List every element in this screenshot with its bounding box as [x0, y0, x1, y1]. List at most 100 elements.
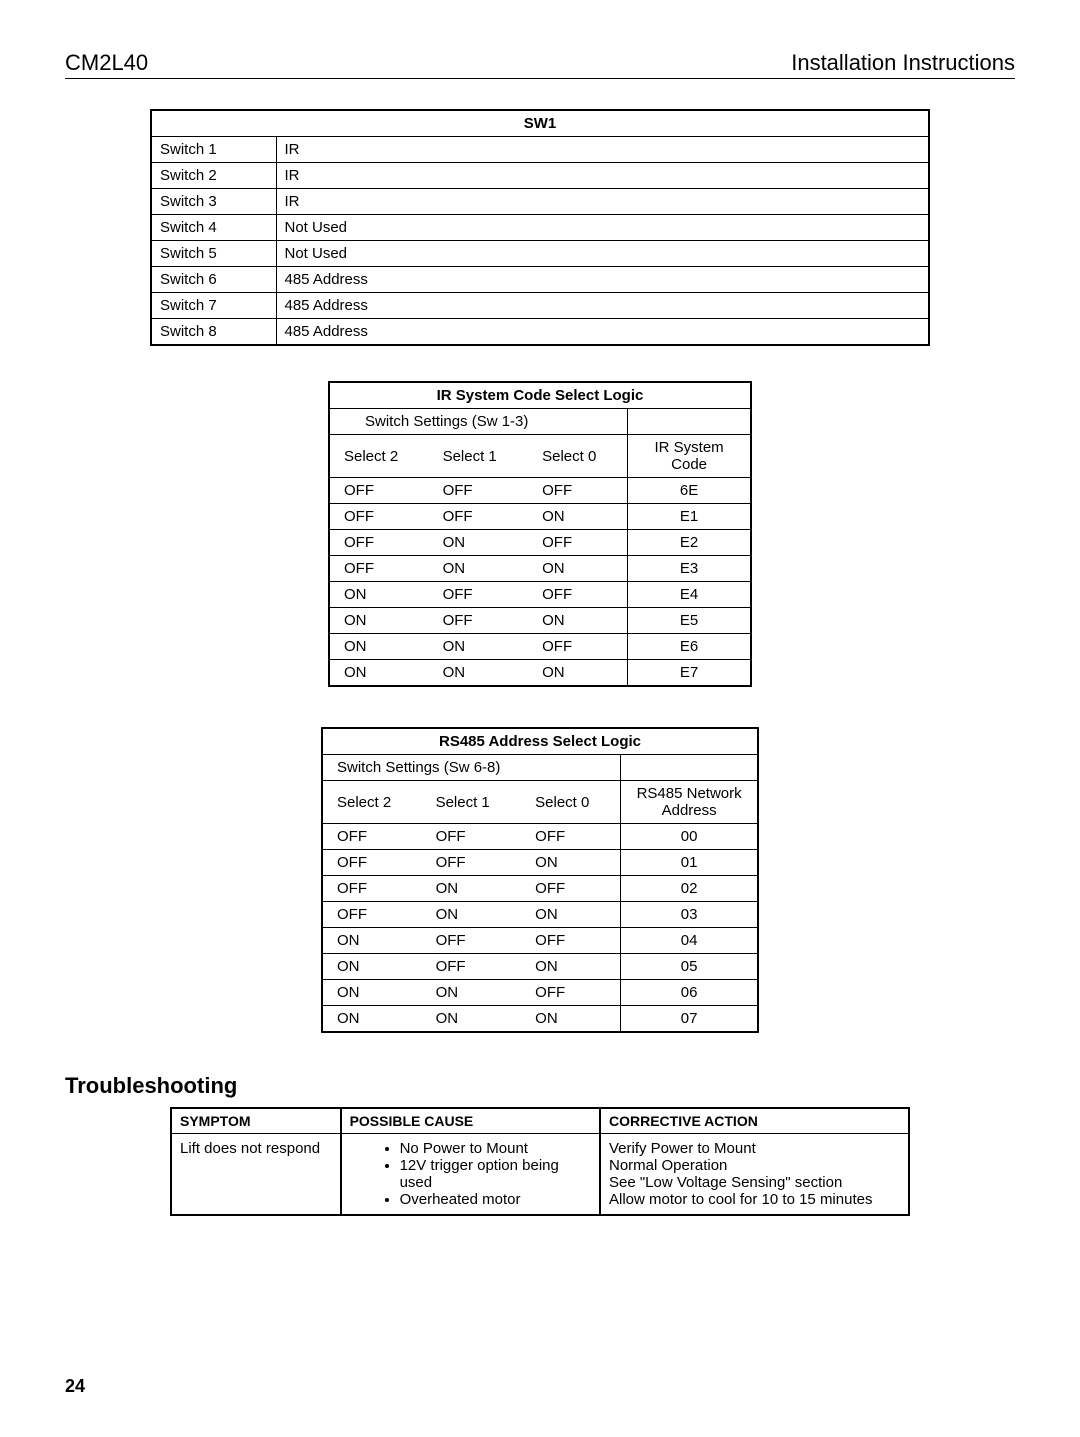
table-cell: ON	[528, 504, 628, 530]
table-cell: 02	[621, 876, 758, 902]
table-cell: Switch 6	[151, 267, 276, 293]
table-cell: OFF	[322, 824, 422, 850]
table-cell: E4	[628, 582, 751, 608]
table-cell: ON	[329, 660, 429, 687]
table-cell: OFF	[322, 850, 422, 876]
table-cell: IR	[276, 189, 929, 215]
table-cell: Switch 3	[151, 189, 276, 215]
table-cell: OFF	[329, 478, 429, 504]
rs-subheader: Switch Settings (Sw 6-8)	[322, 755, 621, 781]
table-cell: ON	[422, 902, 522, 928]
table-cell: E2	[628, 530, 751, 556]
table-cell: OFF	[521, 928, 621, 954]
table-cell: ON	[422, 980, 522, 1006]
page-header: CM2L40 Installation Instructions	[65, 50, 1015, 79]
rs-title: RS485 Address Select Logic	[322, 728, 758, 755]
table-cell: Switch 7	[151, 293, 276, 319]
table-cell: ON	[329, 634, 429, 660]
list-item: Overheated motor	[400, 1191, 591, 1208]
page-number: 24	[65, 1376, 1015, 1397]
list-item: No Power to Mount	[400, 1140, 591, 1157]
table-cell: ON	[521, 902, 621, 928]
table-cell: ON	[528, 660, 628, 687]
action-line: See "Low Voltage Sensing" section	[609, 1174, 900, 1191]
table-cell: OFF	[422, 954, 522, 980]
table-cell: IR	[276, 163, 929, 189]
troubleshooting-heading: Troubleshooting	[65, 1073, 1015, 1099]
table-cell: 485 Address	[276, 319, 929, 346]
table-cell: OFF	[429, 582, 529, 608]
header-doc-title: Installation Instructions	[791, 50, 1015, 76]
col-header: RS485 Network Address	[621, 781, 758, 824]
table-cell: OFF	[329, 556, 429, 582]
table-cell: ON	[322, 1006, 422, 1033]
table-cell: ON	[429, 660, 529, 687]
table-cell: 03	[621, 902, 758, 928]
ts-actions: Verify Power to Mount Normal Operation S…	[600, 1134, 909, 1216]
action-line: Verify Power to Mount	[609, 1140, 900, 1157]
action-line: Normal Operation	[609, 1157, 900, 1174]
table-cell: ON	[322, 954, 422, 980]
table-cell: Switch 1	[151, 137, 276, 163]
table-cell: OFF	[521, 980, 621, 1006]
table-cell: ON	[429, 556, 529, 582]
table-cell: ON	[329, 582, 429, 608]
table-cell: OFF	[521, 876, 621, 902]
table-cell: OFF	[329, 504, 429, 530]
table-cell: OFF	[429, 504, 529, 530]
table-cell: OFF	[322, 902, 422, 928]
ir-subheader: Switch Settings (Sw 1-3)	[329, 409, 628, 435]
ir-title: IR System Code Select Logic	[329, 382, 751, 409]
table-cell: OFF	[429, 608, 529, 634]
sw1-table: SW1 Switch 1IR Switch 2IR Switch 3IR Swi…	[150, 109, 930, 346]
ts-col-symptom: SYMPTOM	[171, 1108, 341, 1134]
ir-code-table: IR System Code Select Logic Switch Setti…	[328, 381, 752, 687]
table-cell: OFF	[322, 876, 422, 902]
table-cell: 00	[621, 824, 758, 850]
table-cell: OFF	[422, 928, 522, 954]
table-cell: Not Used	[276, 241, 929, 267]
table-cell: E7	[628, 660, 751, 687]
table-cell: OFF	[528, 582, 628, 608]
table-cell: IR	[276, 137, 929, 163]
table-cell: E3	[628, 556, 751, 582]
troubleshooting-table: SYMPTOM POSSIBLE CAUSE CORRECTIVE ACTION…	[170, 1107, 910, 1216]
table-cell: 05	[621, 954, 758, 980]
table-cell: 485 Address	[276, 293, 929, 319]
table-cell: ON	[521, 1006, 621, 1033]
col-header: Select 0	[521, 781, 621, 824]
table-cell: OFF	[528, 478, 628, 504]
table-cell: E6	[628, 634, 751, 660]
table-cell: 06	[621, 980, 758, 1006]
table-cell: 01	[621, 850, 758, 876]
action-line: Allow motor to cool for 10 to 15 minutes	[609, 1191, 900, 1208]
ts-col-cause: POSSIBLE CAUSE	[341, 1108, 600, 1134]
table-cell: OFF	[429, 478, 529, 504]
col-header: Select 2	[329, 435, 429, 478]
table-cell: ON	[528, 608, 628, 634]
table-cell: Not Used	[276, 215, 929, 241]
table-cell: 04	[621, 928, 758, 954]
table-cell: ON	[422, 1006, 522, 1033]
ts-col-action: CORRECTIVE ACTION	[600, 1108, 909, 1134]
table-cell: OFF	[422, 824, 522, 850]
table-cell: Switch 4	[151, 215, 276, 241]
rs485-table: RS485 Address Select Logic Switch Settin…	[321, 727, 759, 1033]
table-cell: ON	[422, 876, 522, 902]
col-header: Select 1	[422, 781, 522, 824]
table-cell: OFF	[329, 530, 429, 556]
table-cell: OFF	[528, 634, 628, 660]
table-cell: E1	[628, 504, 751, 530]
list-item: 12V trigger option being used	[400, 1157, 591, 1191]
sw1-title: SW1	[151, 110, 929, 137]
ts-symptom: Lift does not respond	[171, 1134, 341, 1216]
col-header: Select 2	[322, 781, 422, 824]
table-cell: ON	[521, 954, 621, 980]
header-model: CM2L40	[65, 50, 148, 76]
table-cell: Switch 2	[151, 163, 276, 189]
table-cell: ON	[528, 556, 628, 582]
table-cell: 485 Address	[276, 267, 929, 293]
table-cell: ON	[322, 928, 422, 954]
table-cell: OFF	[521, 824, 621, 850]
table-cell: Switch 5	[151, 241, 276, 267]
